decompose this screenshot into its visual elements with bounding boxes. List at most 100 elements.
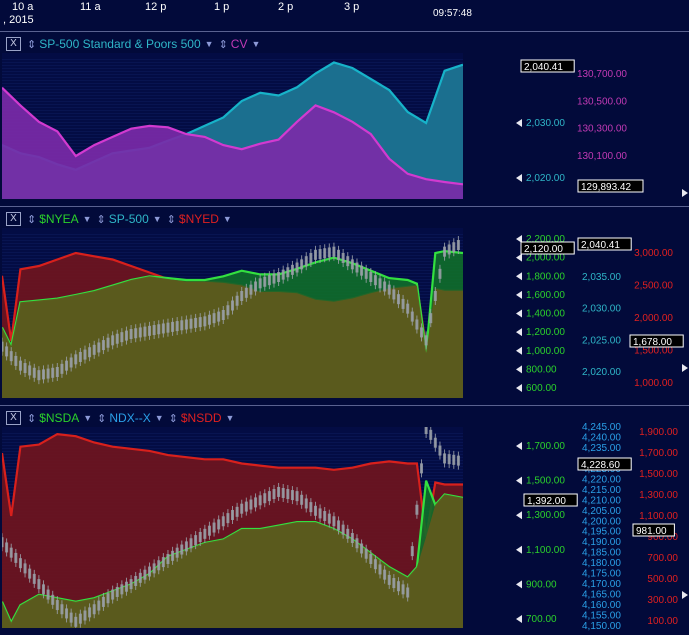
tick-marker-icon [516,253,522,262]
candle-wick [70,353,72,372]
chevron-down-icon[interactable]: ▼ [152,214,162,224]
year-label: , 2015 [3,14,34,26]
legend-nsda[interactable]: $NSDA [39,411,80,425]
candle-wick [448,450,450,469]
candle-wick [384,277,386,296]
candle-wick [264,489,266,508]
panel-3-close-button[interactable]: X [6,411,21,425]
candle-wick [287,485,289,504]
candle-wick [172,546,174,565]
candle-wick [250,495,252,514]
candle-wick [448,240,450,259]
panel-2-close-button[interactable]: X [6,212,21,226]
candle-wick [6,342,8,361]
reorder-handle-icon[interactable]: ⇕ [96,213,106,226]
panel-3-plot [2,427,463,628]
candle-wick [29,564,31,583]
candle-wick [167,318,169,337]
candle-wick [296,258,298,277]
legend-nyed[interactable]: $NYED [178,212,219,226]
legend-spx[interactable]: SP-500 [108,212,149,226]
candle-wick [2,533,3,552]
cv-area [2,87,463,199]
candle-wick [328,243,330,262]
chevron-down-icon[interactable]: ▼ [83,413,93,423]
axis-tick-label: 1,100.00 [526,545,565,556]
chevron-down-icon[interactable]: ▼ [222,214,232,224]
candle-wick [255,277,257,296]
tick-marker-icon [516,442,522,450]
reorder-handle-icon[interactable]: ⇕ [218,38,228,51]
candle-wick [19,554,21,573]
reorder-handle-icon[interactable]: ⇕ [27,38,37,51]
candle-wick [457,236,459,255]
candle-wick [407,299,409,318]
candle-wick [158,556,160,575]
candle-wick [278,268,280,286]
candle-wick [181,316,183,335]
candle-wick [333,512,335,531]
current-value-label: 981.00 [636,526,667,537]
candle-wick [70,608,72,627]
chevron-down-icon[interactable]: ▼ [251,39,261,49]
current-value-box [520,59,575,73]
reorder-handle-icon[interactable]: ⇕ [27,213,37,226]
candle-wick [291,260,293,279]
legend-cv[interactable]: CV [230,37,248,51]
candle-wick [310,498,312,517]
candle-wick [185,315,187,334]
candle-wick [107,333,109,352]
candle-wick [121,580,123,599]
reorder-handle-icon[interactable]: ⇕ [166,213,176,226]
axis-tick-label: 4,240.00 [582,433,621,444]
candle-wick [241,499,243,518]
candle-wick [15,351,17,370]
legend-spx[interactable]: SP-500 Standard & Poors 500 [39,37,201,51]
chevron-down-icon[interactable]: ▼ [82,214,92,224]
panel-3-header: X ⇕ $NSDA ▼ ⇕ NDX--X ▼ ⇕ $NSDD ▼ [2,409,239,427]
candle-wick [204,524,206,543]
axis-tick-label: 4,155.00 [582,611,621,622]
current-value-label: 1,392.00 [527,496,566,507]
candle-wick [38,366,40,385]
axis-tick-label: 130,100.00 [577,151,627,162]
candle-wick [56,363,58,381]
reorder-handle-icon[interactable]: ⇕ [27,412,37,425]
axis-tick-label: 1,200.00 [526,327,565,338]
candle-wick [61,359,63,378]
candle-wick [24,559,26,578]
legend-nyea[interactable]: $NYEA [39,212,79,226]
legend-ndx[interactable]: NDX--X [109,411,151,425]
candle-wick [130,325,132,343]
candle-wick [374,555,376,574]
legend-nsdd[interactable]: $NSDD [180,411,222,425]
candle-wick [185,537,187,556]
axis-tick-label: 4,165.00 [582,590,621,601]
candle-wick [268,487,270,506]
scroll-right-icon [682,364,688,372]
candle-wick [421,459,423,478]
axis-tick-label: 700.00 [526,614,557,625]
axis-tick-label: 4,175.00 [582,569,621,580]
candle-wick [153,321,155,340]
candle-wick [199,527,201,546]
candle-wick [56,596,58,615]
panel-1-close-button[interactable]: X [6,37,21,51]
axis-tick-label: 130,300.00 [577,124,627,135]
reorder-handle-icon[interactable]: ⇕ [97,412,107,425]
chevron-down-icon[interactable]: ▼ [154,413,164,423]
panel-2-plot [2,236,463,398]
axis-tick-label: 1,300.00 [639,490,678,501]
candle-wick [79,609,81,628]
candle-wick [245,283,247,302]
tick-marker-icon [516,235,522,243]
chevron-down-icon[interactable]: ▼ [225,413,235,423]
panel-2-header: X ⇕ $NYEA ▼ ⇕ SP-500 ▼ ⇕ $NYED ▼ [2,210,237,228]
chevron-down-icon[interactable]: ▼ [204,39,214,49]
reorder-handle-icon[interactable]: ⇕ [168,412,178,425]
axis-tick-label: 4,190.00 [582,537,621,548]
candle-wick [282,483,284,502]
candle-wick [98,338,100,357]
tick-marker-icon [516,174,522,182]
candle-wick [379,560,381,579]
